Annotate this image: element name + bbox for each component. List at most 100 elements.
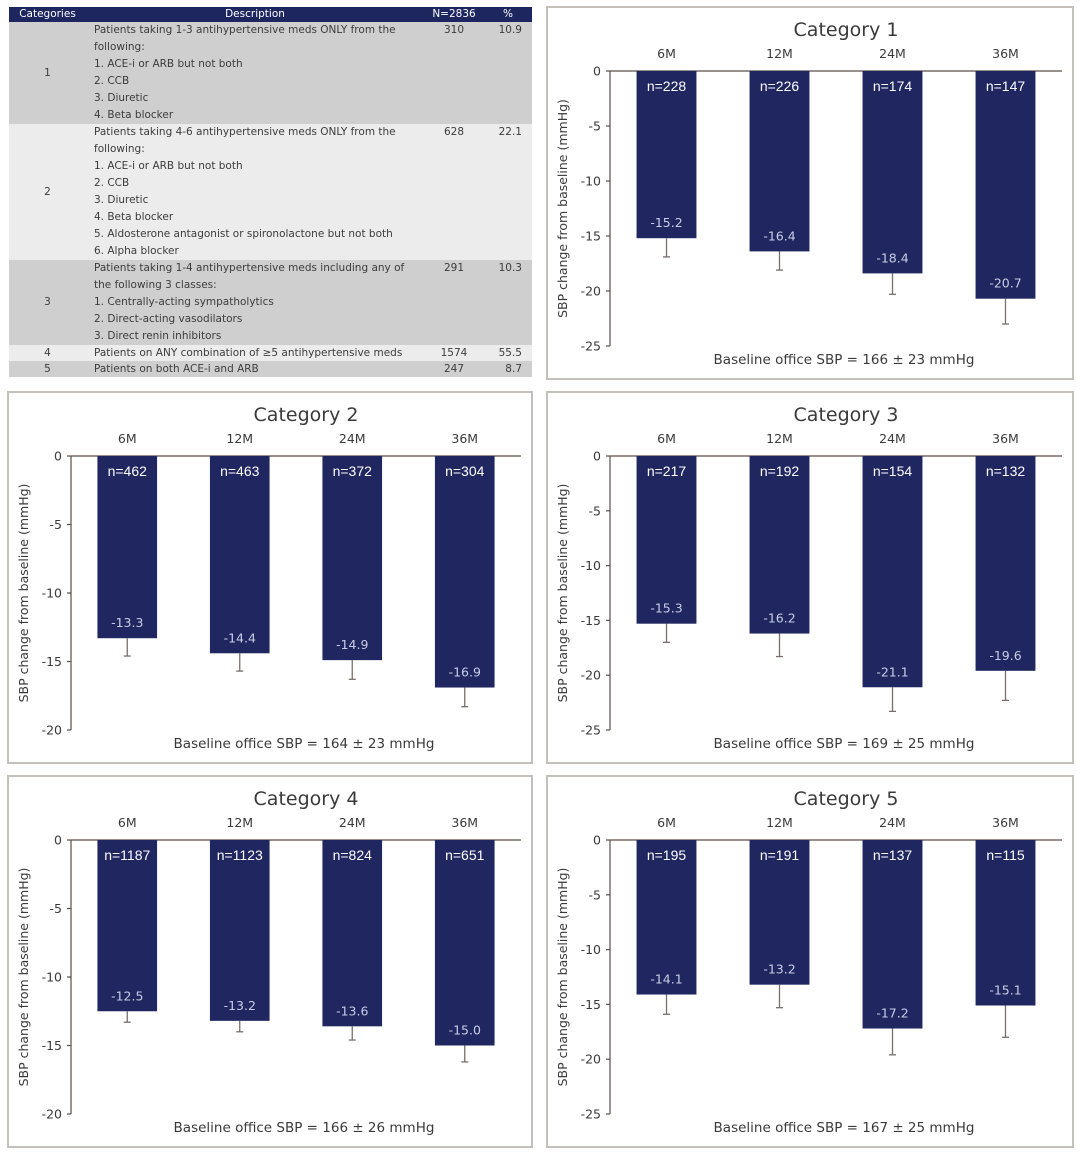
description-line: 6. Alpha blocker [94, 245, 179, 257]
y-tick-label: -20 [42, 723, 62, 738]
bar-value-label: -13.2 [224, 998, 256, 1013]
bar-value-label: -16.2 [763, 611, 795, 626]
bar [862, 456, 923, 688]
category-description: Patients on both ACE-i and ARB [86, 361, 424, 377]
x-category-label: 24M [339, 815, 366, 830]
description-line: Patients on ANY combination of ≥5 antihy… [94, 347, 403, 359]
baseline-annotation: Baseline office SBP = 164 ± 23 mmHg [174, 736, 435, 752]
bar [322, 840, 383, 1027]
bar [862, 840, 923, 1029]
description-line: 2. CCB [94, 177, 130, 189]
x-category-label: 12M [226, 815, 253, 830]
bar [749, 71, 810, 252]
patient-percent: 10.9 [484, 22, 532, 124]
description-line: Patients taking 4-6 antihypertensive med… [94, 126, 396, 138]
y-tick-label: -25 [581, 723, 601, 738]
bar [862, 71, 923, 274]
y-tick-label: -10 [581, 942, 601, 957]
y-tick-label: -10 [42, 970, 62, 985]
x-category-label: 24M [879, 815, 906, 830]
bar-value-label: -19.6 [989, 648, 1021, 663]
sample-size-label: n=1187 [104, 847, 150, 863]
y-tick-label: -20 [581, 284, 601, 299]
sample-size-label: n=228 [647, 78, 687, 94]
bar [636, 456, 697, 624]
x-category-label: 36M [992, 431, 1019, 446]
category-description: Patients taking 1-3 antihypertensive med… [86, 22, 424, 124]
description-line: 3. Diuretic [94, 92, 149, 104]
header-description: Description [86, 7, 424, 22]
y-tick-label: -5 [589, 503, 601, 518]
bar [209, 456, 270, 654]
description-line: Patients taking 1-3 antihypertensive med… [94, 24, 396, 36]
chart-category-4: Category 4 SBP change from baseline (mmHg… [7, 775, 533, 1148]
chart-title: Category 2 [254, 404, 359, 426]
y-tick-label: -5 [50, 517, 62, 532]
y-tick-label: -10 [581, 558, 601, 573]
chart-svg: Category 3 SBP change from baseline (mmHg… [555, 404, 1062, 752]
bar [636, 840, 697, 995]
x-category-label: 24M [879, 431, 906, 446]
description-line: following: [94, 41, 145, 53]
description-line: 4. Beta blocker [94, 109, 174, 121]
baseline-annotation: Baseline office SBP = 167 ± 25 mmHg [714, 1120, 975, 1136]
sample-size-label: n=304 [445, 463, 485, 479]
patient-percent: 22.1 [484, 124, 532, 260]
bar [636, 71, 697, 239]
patient-count: 291 [424, 260, 484, 345]
categories-table: Categories Description N=2836 % 1 Patient… [9, 7, 532, 377]
y-tick-label: -25 [581, 1107, 601, 1122]
y-tick-label: -15 [581, 229, 601, 244]
category-description: Patients taking 4-6 antihypertensive med… [86, 124, 424, 260]
description-line: 3. Diuretic [94, 194, 149, 206]
y-tick-label: -5 [50, 901, 62, 916]
y-axis-label: SBP change from baseline (mmHg) [16, 868, 31, 1087]
category-number: 1 [9, 22, 86, 124]
sample-size-label: n=372 [333, 463, 373, 479]
description-line: following: [94, 143, 145, 155]
description-line: 1. Centrally-acting sympatholytics [94, 296, 274, 308]
x-category-label: 6M [118, 431, 137, 446]
x-category-label: 24M [339, 431, 366, 446]
y-axis-label: SBP change from baseline (mmHg) [555, 868, 570, 1087]
patient-count: 310 [424, 22, 484, 124]
x-category-label: 12M [766, 431, 793, 446]
x-category-label: 6M [118, 815, 137, 830]
table-row: 5 Patients on both ACE-i and ARB 247 8.7 [9, 361, 532, 377]
description-line: 2. CCB [94, 75, 130, 87]
bar-value-label: -12.5 [111, 988, 143, 1003]
patient-percent: 8.7 [484, 361, 532, 377]
bar [749, 840, 810, 985]
y-tick-label: -15 [42, 654, 62, 669]
sample-size-label: n=226 [760, 78, 800, 94]
chart-svg: Category 4 SBP change from baseline (mmHg… [16, 788, 521, 1136]
chart-title: Category 4 [254, 788, 359, 810]
category-number: 2 [9, 124, 86, 260]
baseline-annotation: Baseline office SBP = 166 ± 26 mmHg [174, 1120, 435, 1136]
x-category-label: 36M [992, 815, 1019, 830]
table-row: 3 Patients taking 1-4 antihypertensive me… [9, 260, 532, 345]
bar-value-label: -15.0 [449, 1023, 481, 1038]
description-line: 1. ACE-i or ARB but not both [94, 58, 243, 70]
bar-value-label: -15.1 [989, 982, 1021, 997]
x-category-label: 24M [879, 46, 906, 61]
table-row: 2 Patients taking 4-6 antihypertensive me… [9, 124, 532, 260]
bar-value-label: -21.1 [876, 664, 908, 679]
sample-size-label: n=651 [445, 847, 485, 863]
sample-size-label: n=1123 [217, 847, 263, 863]
baseline-annotation: Baseline office SBP = 166 ± 23 mmHg [714, 352, 975, 368]
description-line: Patients taking 1-4 antihypertensive med… [94, 262, 405, 274]
y-axis-label: SBP change from baseline (mmHg) [555, 484, 570, 703]
y-axis-label: SBP change from baseline (mmHg) [16, 484, 31, 703]
y-tick-label: 0 [593, 64, 601, 79]
sample-size-label: n=195 [647, 847, 687, 863]
y-tick-label: 0 [593, 449, 601, 464]
chart-category-3: Category 3 SBP change from baseline (mmHg… [546, 391, 1074, 764]
x-category-label: 36M [992, 46, 1019, 61]
description-line: 5. Aldosterone antagonist or spironolact… [94, 228, 393, 240]
chart-svg: Category 1 SBP change from baseline (mmHg… [555, 19, 1062, 368]
chart-category-5: Category 5 SBP change from baseline (mmHg… [546, 775, 1074, 1148]
x-category-label: 12M [226, 431, 253, 446]
description-line: 3. Direct renin inhibitors [94, 330, 222, 342]
bar-value-label: -15.2 [650, 215, 682, 230]
